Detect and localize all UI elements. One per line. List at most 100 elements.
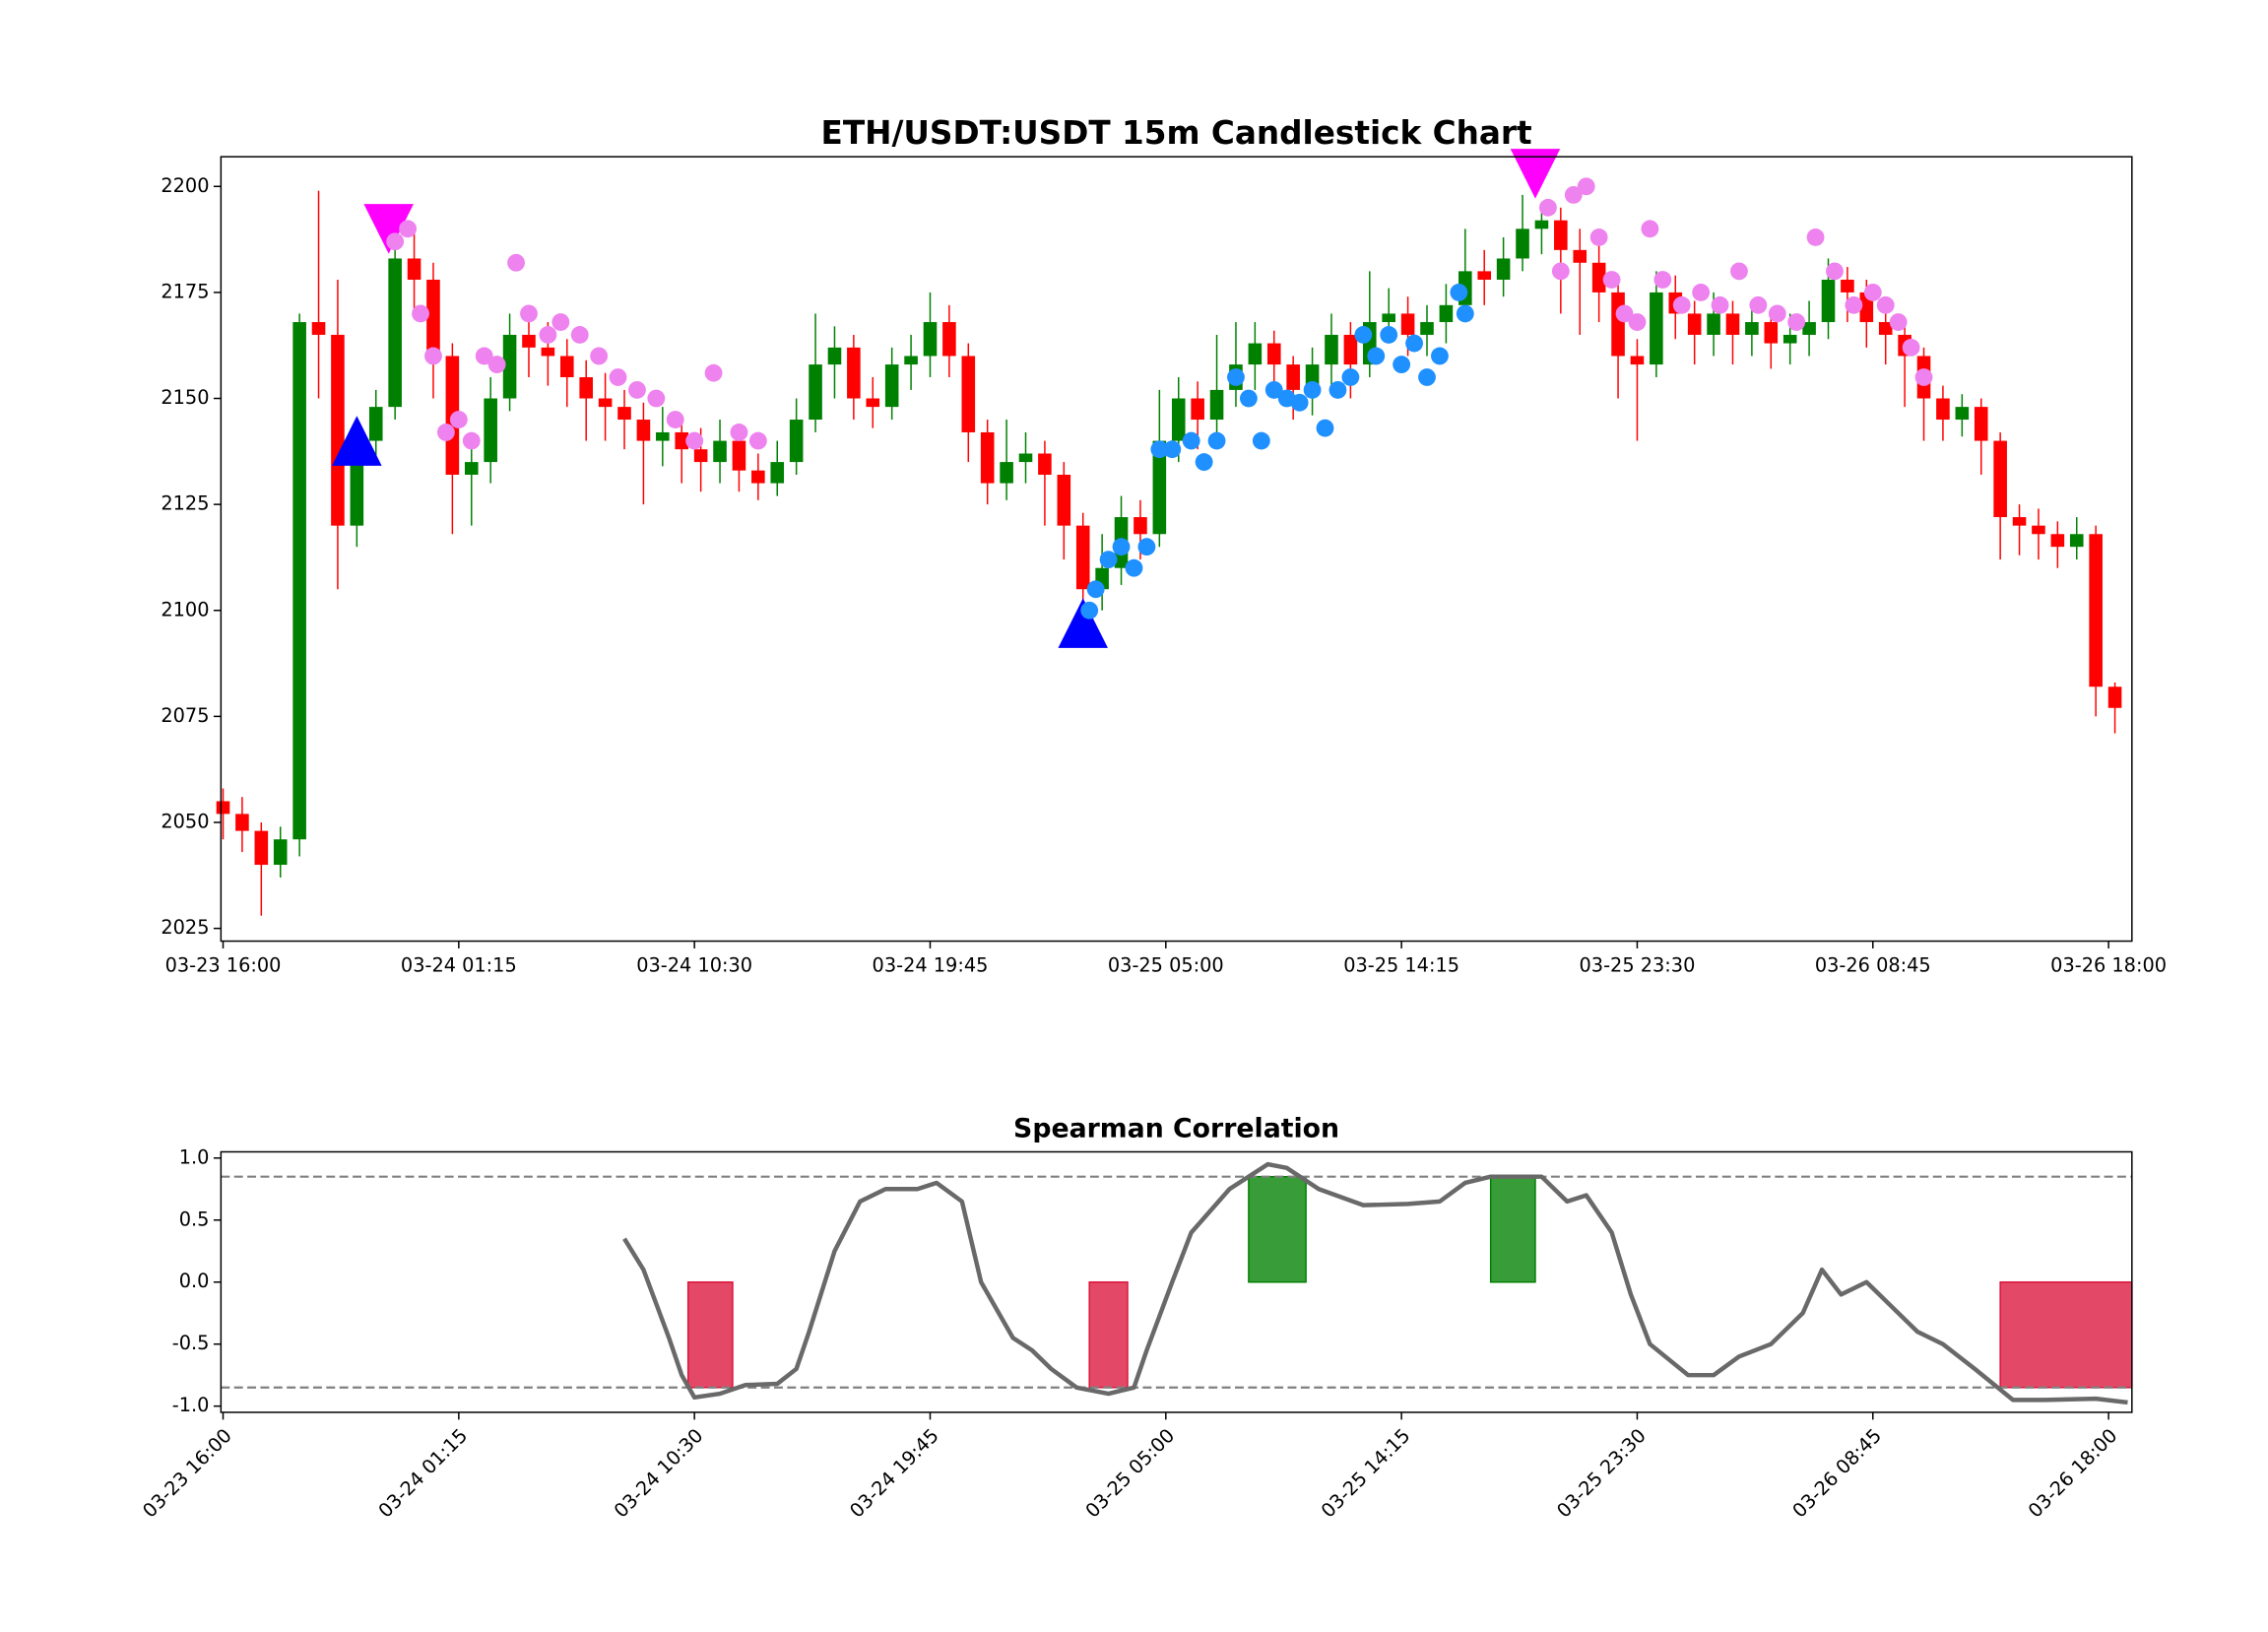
candle-body (827, 347, 842, 365)
candle-body (331, 334, 345, 526)
candle-body (617, 407, 631, 421)
candle-body (2050, 534, 2065, 548)
signal-dot (1431, 347, 1449, 365)
y-tick-label: 2025 (161, 916, 209, 939)
candle-body (1134, 517, 1147, 535)
y-tick-label: 2200 (161, 174, 209, 197)
x-tick-label: 03-26 08:45 (1815, 953, 1931, 976)
signal-dot (399, 220, 418, 238)
chart-title: ETH/USDT:USDT 15m Candlestick Chart (821, 114, 1532, 152)
signal-dot (1902, 338, 1920, 357)
candle-body (809, 364, 822, 421)
candle-body (961, 356, 976, 432)
x-tick-label: 03-24 01:15 (401, 953, 517, 976)
signal-dot (1099, 551, 1118, 569)
candle-body (770, 462, 785, 484)
signal-region (1088, 1280, 1129, 1389)
candle-body (904, 356, 918, 365)
signal-region (1999, 1280, 2133, 1389)
signal-dot (1418, 368, 1436, 386)
signal-dot (1227, 368, 1245, 386)
candle-body (1343, 334, 1358, 365)
signal-dot (412, 304, 429, 323)
y-tick-label: 2175 (161, 280, 209, 302)
candle-body (1477, 271, 1492, 280)
candle-body (1936, 398, 1950, 421)
candle-body (1974, 407, 1988, 441)
candle-body (292, 322, 306, 840)
candle-body (1611, 292, 1625, 357)
signal-dot (1826, 262, 1844, 281)
candle-body (560, 356, 574, 377)
sell-marker (363, 204, 414, 254)
signal-dot (424, 347, 442, 365)
y-tick-label: 2100 (161, 598, 209, 620)
signal-region (686, 1280, 734, 1389)
candle-body (1439, 304, 1454, 323)
x-tick-label: 03-25 23:30 (1580, 953, 1696, 976)
candle-body (273, 839, 288, 866)
x-tick-label: 03-26 18:00 (2050, 953, 2167, 976)
candle-body (2032, 525, 2045, 535)
signal-dot (1163, 440, 1182, 459)
signal-dot (1405, 334, 1423, 353)
signal-dot (436, 424, 455, 441)
signal-dot (1207, 431, 1226, 450)
signal-dot (1615, 304, 1634, 323)
signal-dot (1341, 368, 1360, 386)
y-tick-label: 2050 (161, 811, 209, 833)
signal-dot (1393, 356, 1411, 373)
candle-body (1802, 322, 1816, 335)
signal-dot (1112, 538, 1131, 556)
candle-body (1075, 525, 1090, 590)
signal-dot (1653, 271, 1672, 289)
signal-dot (1380, 326, 1398, 344)
buy-marker (1058, 598, 1108, 648)
signal-dot (1137, 538, 1156, 556)
candle-body (388, 258, 402, 408)
candle-body (1782, 334, 1797, 344)
signal-dot (475, 347, 493, 365)
candle-body (579, 376, 593, 399)
signal-dot (449, 411, 468, 428)
candle-body (1707, 313, 1720, 335)
signal-dot (1876, 295, 1895, 314)
signal-dot (1768, 304, 1786, 323)
signal-dot (1749, 295, 1768, 314)
y-tick-label: -1.0 (172, 1394, 210, 1416)
y-tick-label: -0.5 (172, 1332, 210, 1354)
signal-dot (1182, 431, 1200, 450)
y-tick-label: 1.0 (179, 1145, 210, 1168)
signal-dot (1239, 389, 1258, 408)
candle-body (1000, 462, 1013, 484)
signal-region (1489, 1175, 1536, 1283)
signal-dot (570, 326, 589, 344)
signal-dot (1806, 228, 1825, 246)
candle-body (1266, 343, 1281, 365)
candle-body (1554, 220, 1568, 250)
y-tick-label: 2075 (161, 704, 209, 727)
candle-body (1191, 398, 1204, 421)
plot-frame (220, 1150, 2133, 1413)
signal-dot (487, 356, 506, 373)
candle-body (1496, 258, 1511, 280)
candle-body (923, 322, 938, 357)
candle-body (311, 322, 326, 335)
candle-body (1057, 475, 1071, 526)
candle-body (235, 814, 249, 831)
candle-body (1821, 279, 1836, 323)
candle-body (1764, 322, 1779, 344)
candle-body (1248, 343, 1263, 365)
signal-dot (1328, 380, 1347, 399)
candle-body (2089, 534, 2103, 687)
candle-body (541, 347, 555, 357)
signal-dot (748, 431, 767, 450)
candle-body (254, 830, 269, 866)
signal-dot (685, 431, 704, 450)
candle-body (368, 407, 383, 441)
candle-body (1038, 453, 1052, 476)
signal-dot (590, 347, 609, 365)
candle-body (502, 334, 517, 399)
candle-body (1286, 364, 1300, 390)
